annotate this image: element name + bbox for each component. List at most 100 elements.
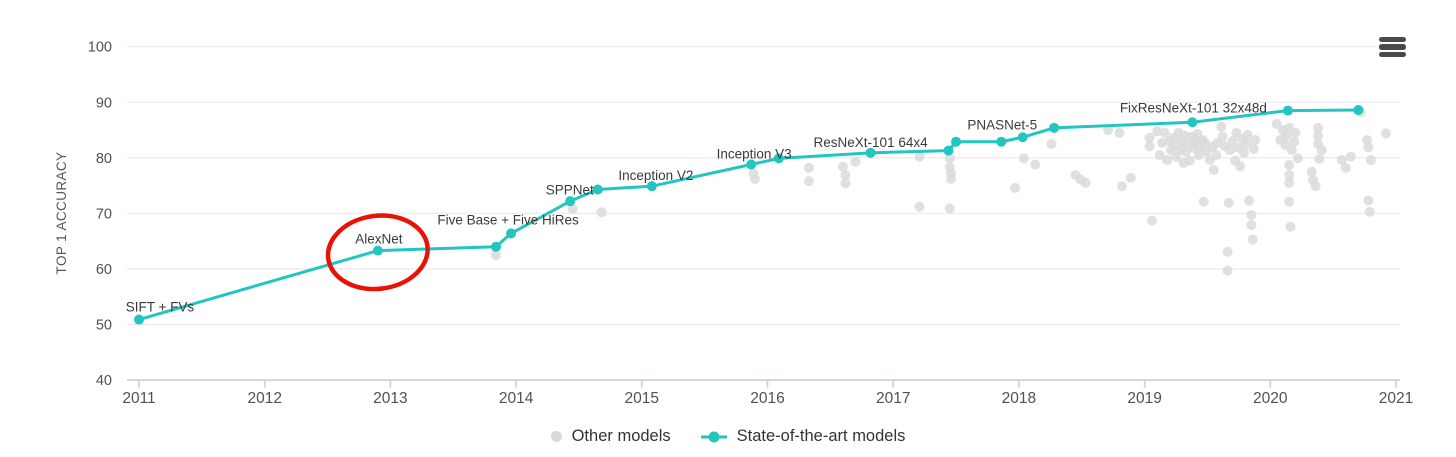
other-model-point [946,173,957,184]
other-model-point [1364,206,1375,217]
y-tick-label: 100 [88,40,112,56]
other-model-point [1284,196,1295,207]
other-model-point [1223,197,1234,208]
sota-point [646,181,657,192]
legend-item-sota-models[interactable]: State-of-the-art models [700,427,906,446]
sota-point [372,245,383,256]
other-model-point [1313,122,1324,133]
other-model-point [1365,155,1376,166]
other-model-point [1306,166,1317,177]
other-model-point [1238,147,1249,158]
legend-item-other-models[interactable]: Other models [550,427,671,446]
other-model-point [1114,127,1125,138]
other-model-point [1222,265,1233,276]
model-label: SIFT + FVs [126,300,195,315]
other-model-point [1199,137,1210,148]
sota-point [996,136,1007,147]
x-tick-label: 2012 [247,390,281,407]
other-model-point [944,203,955,214]
other-model-point [1046,138,1057,149]
y-tick-label: 50 [96,318,112,334]
model-label: SPPNet [546,183,594,198]
other-model-point [1080,177,1091,188]
other-model-point [1247,234,1258,245]
x-tick-label: 2020 [1253,390,1288,407]
teal-line-dot-icon [700,431,727,442]
other-model-point [1345,151,1356,162]
y-tick-label: 90 [96,95,112,111]
x-tick-label: 2014 [499,390,534,407]
other-model-point [1284,177,1295,188]
other-model-point [1152,126,1163,137]
hamburger-icon [1379,51,1406,57]
x-tick-label: 2011 [122,390,155,407]
other-model-point [1184,155,1195,166]
other-model-point [1336,155,1347,166]
other-model-point [1030,159,1041,170]
legend-label: State-of-the-art models [736,427,906,445]
other-model-point [1198,196,1209,207]
sota-point [1049,122,1060,133]
hamburger-icon [1379,37,1406,43]
other-model-point [1010,182,1021,193]
sota-point [1017,132,1028,143]
model-label: Inception V3 [717,147,792,162]
other-model-point [1380,128,1391,139]
other-model-point [837,161,848,172]
other-model-point [1225,145,1236,156]
sota-point [1353,105,1364,116]
other-model-point [490,250,501,261]
other-model-point [1193,150,1204,161]
other-model-point [1018,153,1029,164]
other-model-point [1284,160,1295,171]
other-model-point [1162,155,1173,166]
other-model-point [840,170,851,181]
hamburger-icon [1379,44,1406,50]
other-model-point [1316,145,1327,156]
other-model-point [1242,130,1253,141]
y-tick-label: 60 [96,262,112,278]
other-model-point [1159,127,1170,138]
model-label: Five Base + Five HiRes [437,212,579,227]
other-model-point [1144,132,1155,143]
other-model-point [914,201,925,212]
other-model-point [1281,130,1292,141]
other-model-point [1292,153,1303,164]
sota-point [943,145,954,156]
sota-point [1282,105,1293,116]
other-model-point [1235,161,1246,172]
other-model-point [1246,210,1257,221]
other-model-point [840,178,851,189]
other-model-point [749,173,760,184]
other-model-point [1216,121,1227,132]
other-model-point [1231,127,1242,138]
other-model-point [1286,145,1297,156]
gray-dot-icon [550,431,562,442]
model-label: AlexNet [355,232,403,247]
x-tick-label: 2015 [625,390,659,407]
other-model-point [1241,138,1252,149]
y-tick-label: 40 [96,373,112,389]
other-model-point [1250,135,1261,146]
x-tick-label: 2013 [373,390,407,407]
other-model-point [1125,172,1136,183]
y-axis-title: TOP 1 ACCURACY [54,152,69,275]
other-model-point [1211,150,1222,161]
other-model-point [1285,221,1296,232]
alexnet-highlight-circle [325,213,430,292]
other-model-point [914,151,925,162]
other-model-point [1284,170,1295,181]
other-model-point [1313,130,1324,141]
other-model-point [1290,127,1301,138]
other-model-point [803,176,814,187]
other-model-point [1314,153,1325,164]
sota-point [746,159,757,170]
chart-menu-button[interactable] [1378,36,1406,58]
sota-point [506,228,517,239]
sota-point [134,314,144,325]
model-label: FixResNeXt-101 32x48d [1120,100,1267,115]
other-model-point [1179,130,1190,141]
x-tick-label: 2017 [876,390,910,407]
other-model-point [1340,162,1351,173]
other-model-point [1271,118,1282,129]
